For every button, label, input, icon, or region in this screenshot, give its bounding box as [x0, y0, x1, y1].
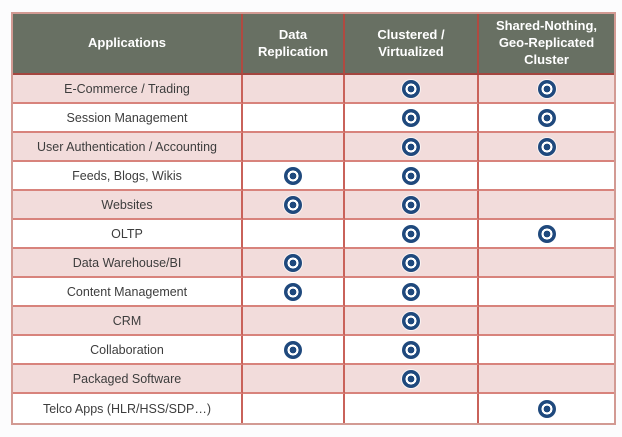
- application-name: Session Management: [13, 104, 243, 133]
- table-row: Feeds, Blogs, Wikis: [13, 162, 614, 191]
- shared-nothing-geo-replicated-cell: [479, 162, 614, 191]
- application-name: Websites: [13, 191, 243, 220]
- table-row: Websites: [13, 191, 614, 220]
- radio-selected-icon: [284, 166, 302, 185]
- data-replication-cell: [243, 249, 345, 278]
- shared-nothing-geo-replicated-cell: [479, 336, 614, 365]
- data-replication-cell: [243, 394, 345, 423]
- clustered-virtualized-cell: [345, 249, 479, 278]
- table-row: E-Commerce / Trading: [13, 75, 614, 104]
- data-replication-cell: [243, 336, 345, 365]
- data-replication-cell: [243, 104, 345, 133]
- column-header-shared-nothing-geo-replicated: Shared-Nothing, Geo-Replicated Cluster: [479, 14, 614, 75]
- table-row: Packaged Software: [13, 365, 614, 394]
- table-body: E-Commerce / Trading Session Management …: [13, 75, 614, 423]
- radio-selected-icon: [284, 282, 302, 301]
- radio-selected-icon: [402, 282, 420, 301]
- data-replication-cell: [243, 75, 345, 104]
- radio-selected-icon: [537, 224, 556, 243]
- header-row: Applications Data Replication Clustered …: [13, 14, 614, 75]
- clustered-virtualized-cell: [345, 365, 479, 394]
- shared-nothing-geo-replicated-cell: [479, 191, 614, 220]
- application-name: Content Management: [13, 278, 243, 307]
- radio-selected-icon: [402, 108, 420, 127]
- table-row: Collaboration: [13, 336, 614, 365]
- table-row: Content Management: [13, 278, 614, 307]
- shared-nothing-geo-replicated-cell: [479, 278, 614, 307]
- radio-selected-icon: [537, 79, 556, 98]
- data-replication-cell: [243, 191, 345, 220]
- column-header-applications: Applications: [13, 14, 243, 75]
- table-header: Applications Data Replication Clustered …: [13, 14, 614, 75]
- clustered-virtualized-cell: [345, 162, 479, 191]
- column-header-clustered-virtualized: Clustered / Virtualized: [345, 14, 479, 75]
- applications-matrix-table: Applications Data Replication Clustered …: [11, 12, 616, 425]
- radio-selected-icon: [284, 195, 302, 214]
- application-name: Telco Apps (HLR/HSS/SDP…): [13, 394, 243, 423]
- application-name: E-Commerce / Trading: [13, 75, 243, 104]
- application-name: Collaboration: [13, 336, 243, 365]
- application-name: CRM: [13, 307, 243, 336]
- radio-selected-icon: [402, 340, 420, 359]
- shared-nothing-geo-replicated-cell: [479, 249, 614, 278]
- table-row: CRM: [13, 307, 614, 336]
- application-name: Packaged Software: [13, 365, 243, 394]
- radio-selected-icon: [402, 369, 420, 388]
- shared-nothing-geo-replicated-cell: [479, 75, 614, 104]
- clustered-virtualized-cell: [345, 394, 479, 423]
- radio-selected-icon: [284, 340, 302, 359]
- application-name: Feeds, Blogs, Wikis: [13, 162, 243, 191]
- shared-nothing-geo-replicated-cell: [479, 220, 614, 249]
- clustered-virtualized-cell: [345, 278, 479, 307]
- clustered-virtualized-cell: [345, 307, 479, 336]
- shared-nothing-geo-replicated-cell: [479, 365, 614, 394]
- data-replication-cell: [243, 133, 345, 162]
- clustered-virtualized-cell: [345, 75, 479, 104]
- application-name: Data Warehouse/BI: [13, 249, 243, 278]
- data-replication-cell: [243, 307, 345, 336]
- data-replication-cell: [243, 220, 345, 249]
- clustered-virtualized-cell: [345, 104, 479, 133]
- table-row: Data Warehouse/BI: [13, 249, 614, 278]
- clustered-virtualized-cell: [345, 191, 479, 220]
- radio-selected-icon: [537, 108, 556, 127]
- table-row: OLTP: [13, 220, 614, 249]
- data-replication-cell: [243, 278, 345, 307]
- radio-selected-icon: [402, 195, 420, 214]
- shared-nothing-geo-replicated-cell: [479, 307, 614, 336]
- table-row: Session Management: [13, 104, 614, 133]
- radio-selected-icon: [402, 253, 420, 272]
- table-row: User Authentication / Accounting: [13, 133, 614, 162]
- clustered-virtualized-cell: [345, 133, 479, 162]
- radio-selected-icon: [402, 224, 420, 243]
- shared-nothing-geo-replicated-cell: [479, 394, 614, 423]
- application-name: OLTP: [13, 220, 243, 249]
- radio-selected-icon: [402, 137, 420, 156]
- clustered-virtualized-cell: [345, 220, 479, 249]
- data-replication-cell: [243, 365, 345, 394]
- clustered-virtualized-cell: [345, 336, 479, 365]
- radio-selected-icon: [402, 166, 420, 185]
- radio-selected-icon: [284, 253, 302, 272]
- shared-nothing-geo-replicated-cell: [479, 104, 614, 133]
- radio-selected-icon: [402, 79, 420, 98]
- application-name: User Authentication / Accounting: [13, 133, 243, 162]
- column-header-data-replication: Data Replication: [243, 14, 345, 75]
- radio-selected-icon: [537, 399, 556, 418]
- radio-selected-icon: [537, 137, 556, 156]
- radio-selected-icon: [402, 311, 420, 330]
- table-row: Telco Apps (HLR/HSS/SDP…): [13, 394, 614, 423]
- data-replication-cell: [243, 162, 345, 191]
- shared-nothing-geo-replicated-cell: [479, 133, 614, 162]
